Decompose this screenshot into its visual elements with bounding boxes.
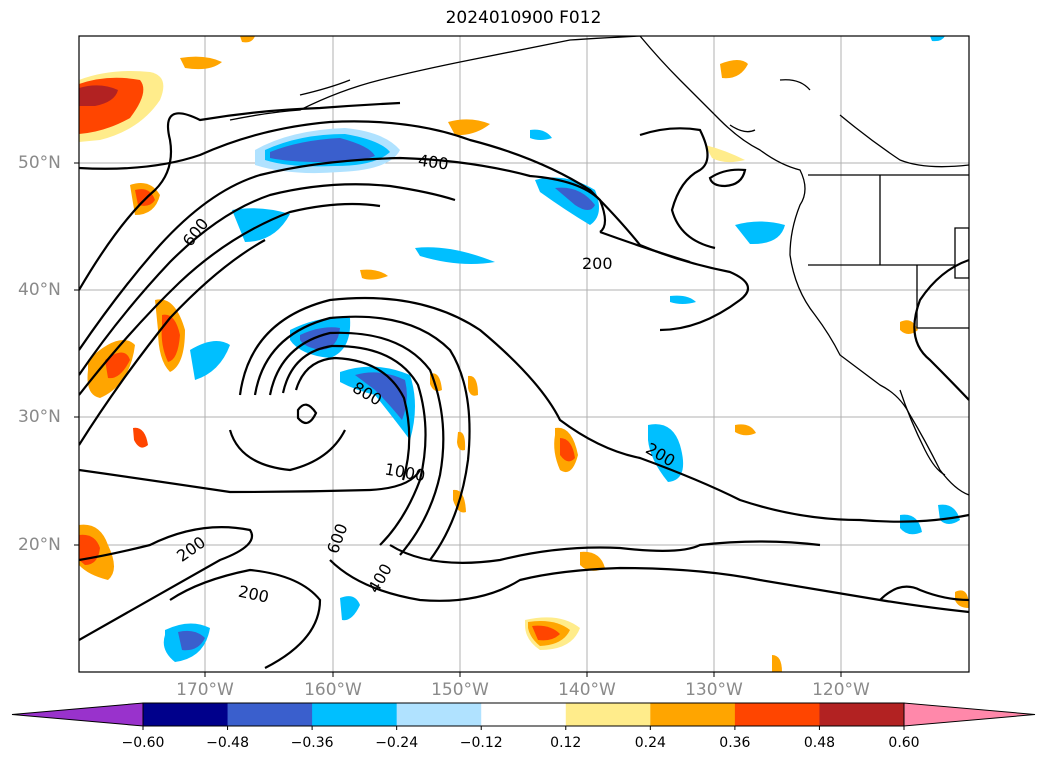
axis-ticks bbox=[74, 162, 842, 677]
colorbar-cell bbox=[227, 703, 313, 726]
colorbar-tick-label: −0.36 bbox=[290, 735, 334, 751]
lon-label: 130°W bbox=[685, 680, 743, 700]
lon-label: 170°W bbox=[176, 680, 234, 700]
colorbar-tick-label: 0.36 bbox=[719, 735, 751, 751]
contour-label: 400 bbox=[417, 151, 450, 174]
lon-label: 160°W bbox=[304, 680, 362, 700]
lat-label: 40°N bbox=[18, 280, 61, 300]
map-title: 2024010900 F012 bbox=[445, 8, 602, 28]
colorbar-tick-label: −0.60 bbox=[121, 735, 165, 751]
colorbar-frame bbox=[142, 702, 905, 727]
contour-lines bbox=[79, 101, 969, 669]
colorbar-extend-high bbox=[903, 702, 1036, 727]
colorbar-tick-label: −0.12 bbox=[459, 735, 503, 751]
colorbar-tick-label: 0.60 bbox=[888, 735, 920, 751]
colorbar-tick-label: −0.48 bbox=[206, 735, 249, 751]
colorbar-extend-low bbox=[11, 702, 144, 727]
colorbar-tick-label: 0.12 bbox=[550, 735, 582, 751]
colorbar-tick-label: −0.24 bbox=[375, 735, 419, 751]
colorbar-cell bbox=[143, 703, 229, 726]
colorbar-tick-label: 0.24 bbox=[634, 735, 666, 751]
lat-label: 20°N bbox=[18, 535, 61, 555]
lat-label: 30°N bbox=[18, 407, 61, 427]
colorbar-cell bbox=[565, 703, 651, 726]
colorbar-cell bbox=[312, 703, 398, 726]
lon-label: 120°W bbox=[812, 680, 870, 700]
colorbar-cell bbox=[481, 703, 567, 726]
colorbar-cell bbox=[819, 703, 905, 726]
colorbar-cell bbox=[396, 703, 482, 726]
contour-label: 200 bbox=[582, 254, 613, 273]
lon-label: 140°W bbox=[558, 680, 616, 700]
coastlines bbox=[229, 36, 969, 496]
lon-label: 150°W bbox=[431, 680, 489, 700]
lat-label: 50°N bbox=[18, 153, 61, 173]
colorbar-tick-label: 0.48 bbox=[803, 735, 836, 751]
shaded-field bbox=[79, 36, 969, 672]
colorbar-cell bbox=[734, 703, 820, 726]
colorbar-cell bbox=[650, 703, 736, 726]
map-frame bbox=[78, 35, 970, 673]
gridlines bbox=[79, 36, 969, 672]
